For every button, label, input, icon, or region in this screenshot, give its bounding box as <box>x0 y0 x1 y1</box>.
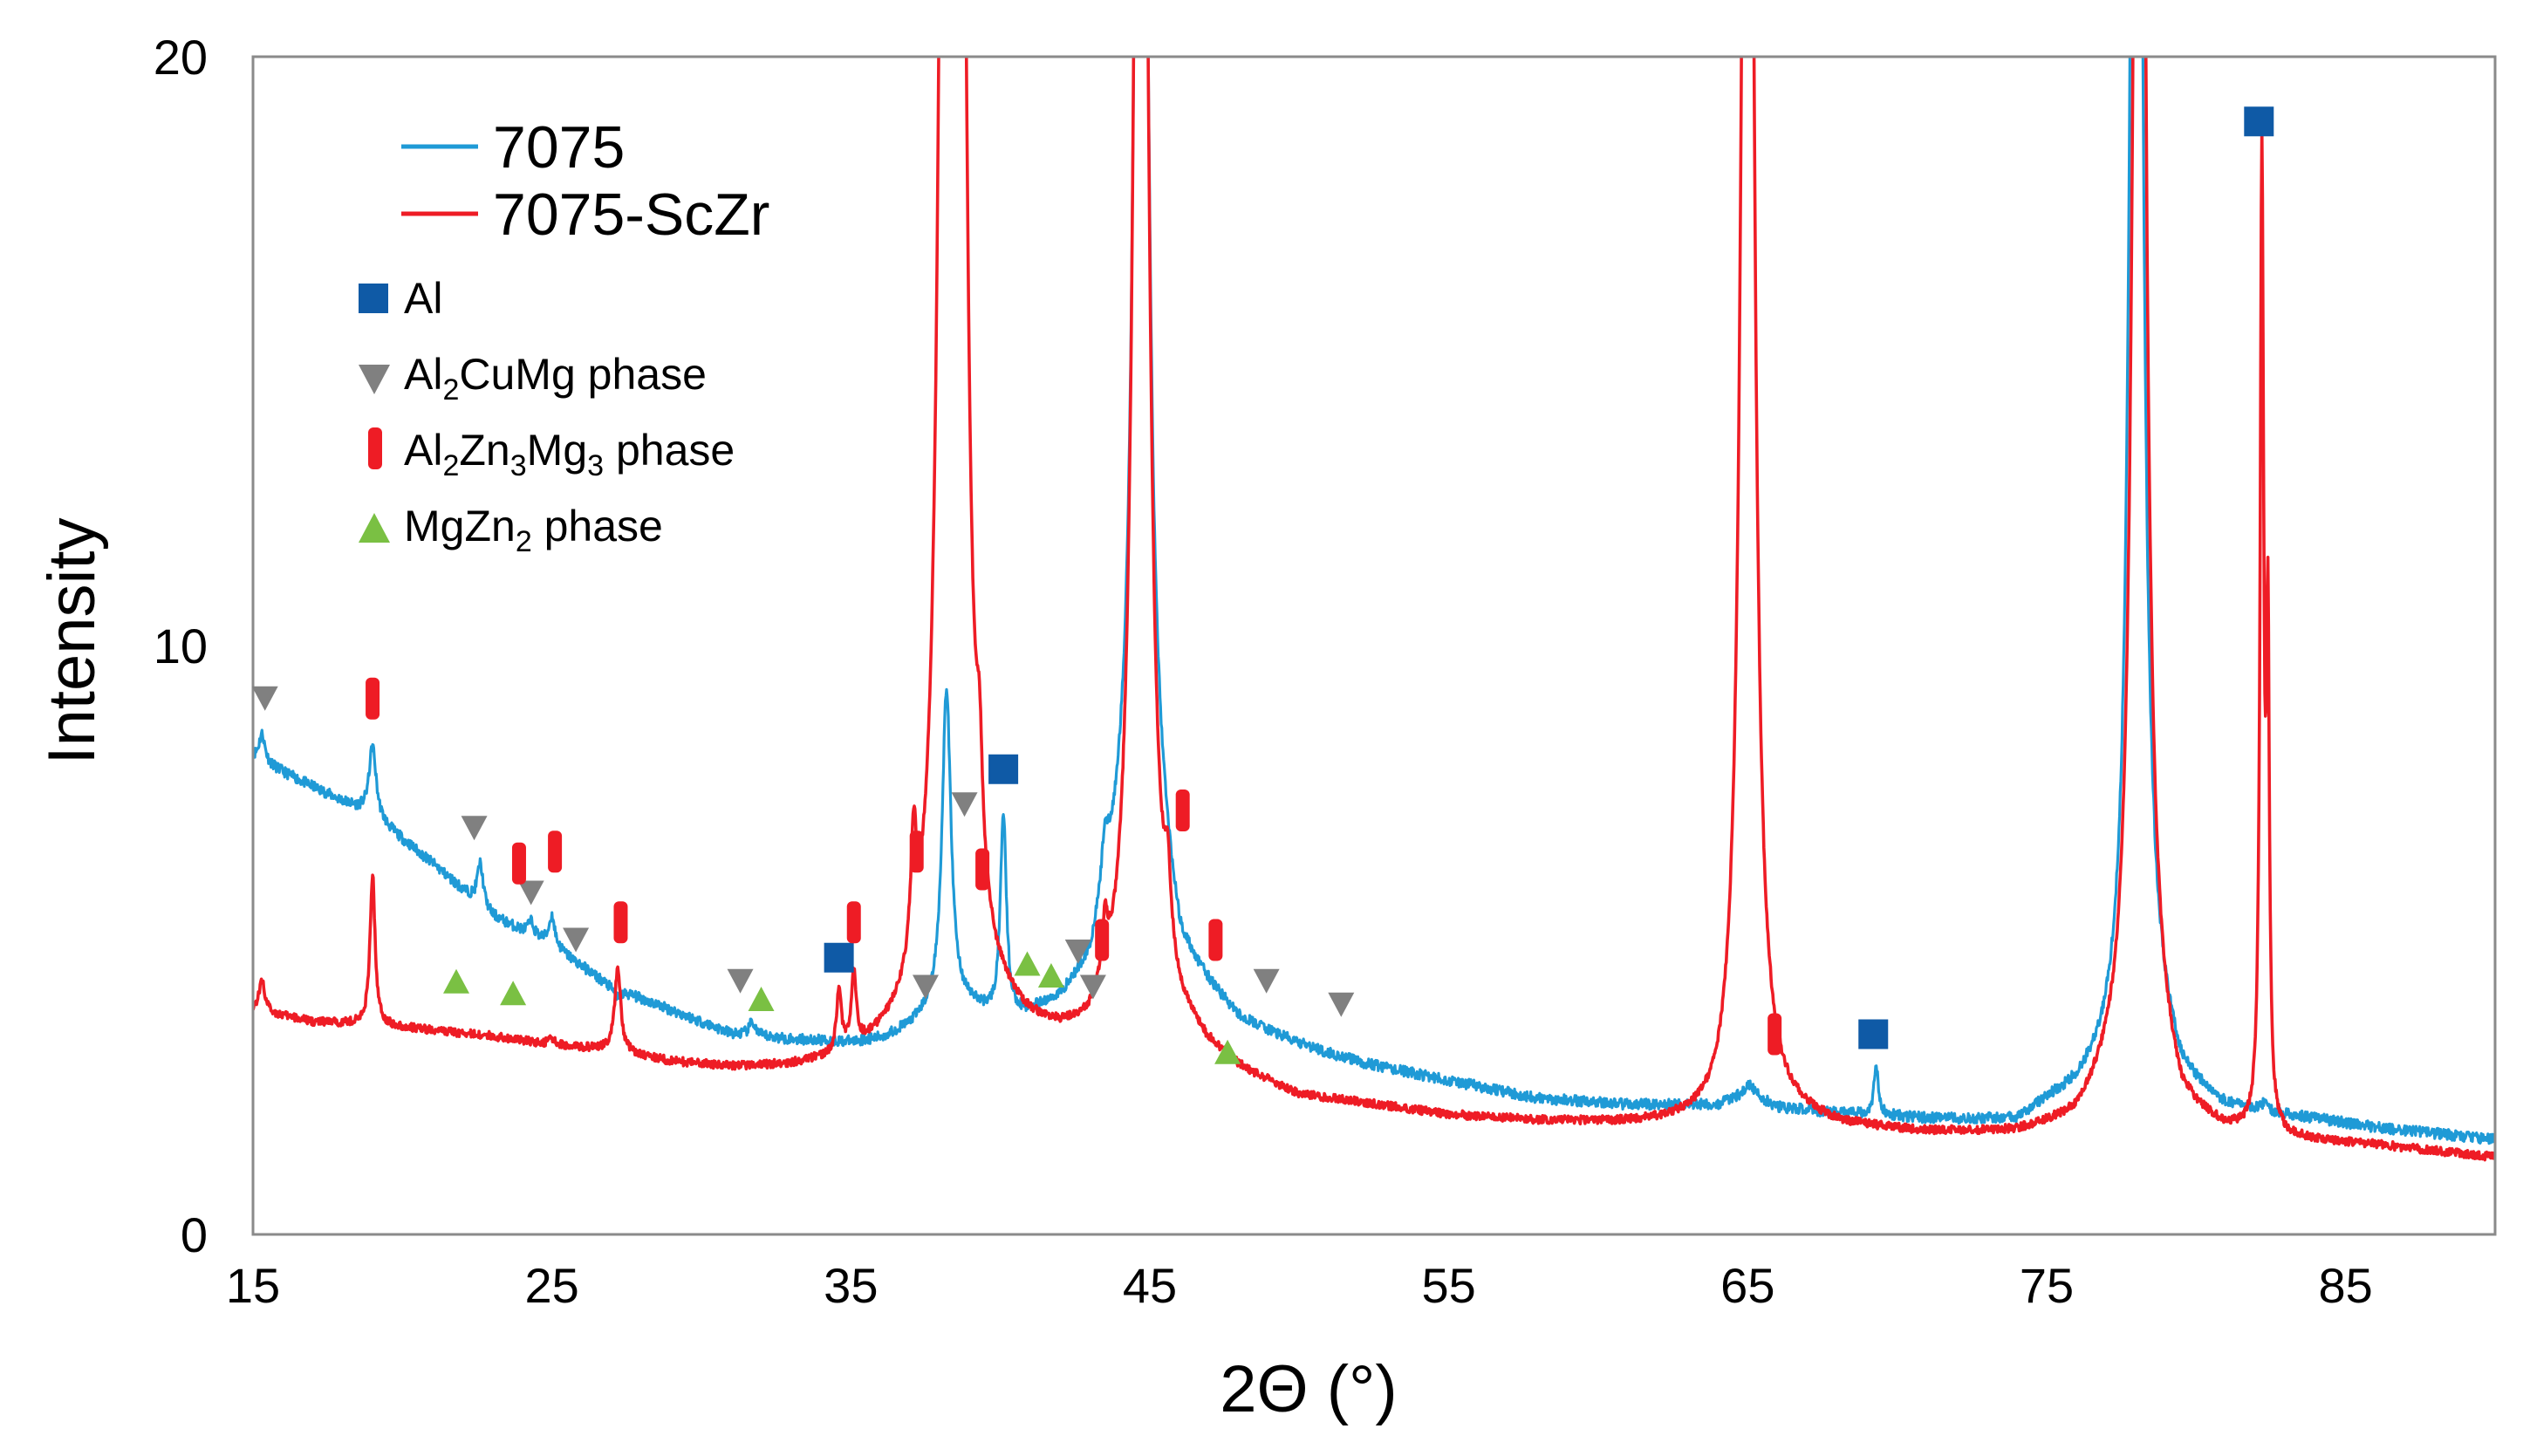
phase-marker-al2cumg <box>517 880 544 906</box>
phase-marker-al2zn3mg3 <box>1175 790 1190 831</box>
phase-marker-al2cumg <box>1253 968 1280 994</box>
phase-marker-al2cumg <box>727 968 754 994</box>
phase-marker-al <box>824 942 854 973</box>
x-tick-label: 75 <box>2020 1258 2074 1313</box>
y-tick-label: 0 <box>181 1207 208 1262</box>
legend-al-marker <box>359 284 388 313</box>
phase-marker-al2cumg <box>1079 974 1106 1000</box>
legend-al-label: Al <box>404 274 442 323</box>
legend-al2cumg-label: Al2CuMg phase <box>404 350 707 407</box>
x-tick-label: 25 <box>525 1258 579 1313</box>
y-tick-label: 10 <box>154 619 208 673</box>
phase-marker-layer <box>251 106 2274 1064</box>
legend-mgzn2-marker <box>359 513 390 543</box>
axis-ticks: 15 25 35 45 55 65 75 85 0 10 20 <box>154 30 2373 1313</box>
phase-marker-mgzn2 <box>500 981 527 1006</box>
phase-marker-al2zn3mg3 <box>1208 919 1223 961</box>
phase-marker-mgzn2 <box>748 987 775 1011</box>
x-tick-label: 65 <box>1720 1258 1774 1313</box>
phase-marker-al2zn3mg3 <box>1767 1013 1782 1056</box>
phase-marker-al <box>988 754 1019 784</box>
phase-marker-mgzn2 <box>1214 1039 1241 1064</box>
series-line-7075-sczr <box>253 57 2495 1162</box>
phase-marker-al2cumg <box>913 974 939 1000</box>
phase-marker-al2zn3mg3 <box>846 901 861 944</box>
phase-marker-al2zn3mg3 <box>1095 919 1110 961</box>
legend-mgzn2-label: MgZn2 phase <box>404 502 663 558</box>
x-axis-title: 2Θ (°) <box>1220 1352 1398 1426</box>
y-tick-label: 20 <box>154 30 208 85</box>
phase-marker-al2cumg <box>1328 992 1355 1017</box>
x-tick-label: 55 <box>1422 1258 1476 1313</box>
phase-marker-al2cumg <box>461 816 488 841</box>
phase-marker-mgzn2 <box>1037 963 1064 988</box>
legend: 7075 7075-ScZr Al Al2CuMg phase Al2Zn3Mg… <box>359 114 769 558</box>
legend-al2zn3mg3-marker <box>368 427 382 469</box>
phase-marker-mgzn2 <box>1014 951 1041 976</box>
phase-marker-al2cumg <box>251 686 278 711</box>
phase-marker-al2cumg <box>1064 940 1091 964</box>
legend-al2zn3mg3-label: Al2Zn3Mg3 phase <box>404 426 735 482</box>
phase-marker-al2zn3mg3 <box>511 842 526 885</box>
series-line-7075 <box>253 57 2495 1145</box>
phase-marker-al2zn3mg3 <box>548 831 563 873</box>
phase-marker-al2cumg <box>563 927 590 953</box>
y-axis-title: Intensity <box>35 517 109 764</box>
legend-label-7075: 7075 <box>493 114 625 181</box>
phase-marker-mgzn2 <box>443 968 470 994</box>
phase-marker-al2zn3mg3 <box>613 901 628 944</box>
x-tick-label: 85 <box>2319 1258 2373 1313</box>
plot-frame <box>251 55 2497 1236</box>
phase-marker-al2zn3mg3 <box>909 831 924 873</box>
phase-marker-al <box>2244 106 2274 137</box>
series-layer <box>253 57 2495 1162</box>
phase-marker-al2zn3mg3 <box>975 848 990 891</box>
phase-marker-al <box>1858 1019 1889 1049</box>
x-tick-label: 45 <box>1123 1258 1177 1313</box>
x-tick-label: 35 <box>824 1258 878 1313</box>
phase-marker-al2cumg <box>951 792 978 817</box>
legend-label-7075-sczr: 7075-ScZr <box>493 181 769 248</box>
phase-marker-al2zn3mg3 <box>366 677 380 720</box>
x-tick-label: 15 <box>226 1258 280 1313</box>
legend-al2cumg-marker <box>359 365 390 394</box>
